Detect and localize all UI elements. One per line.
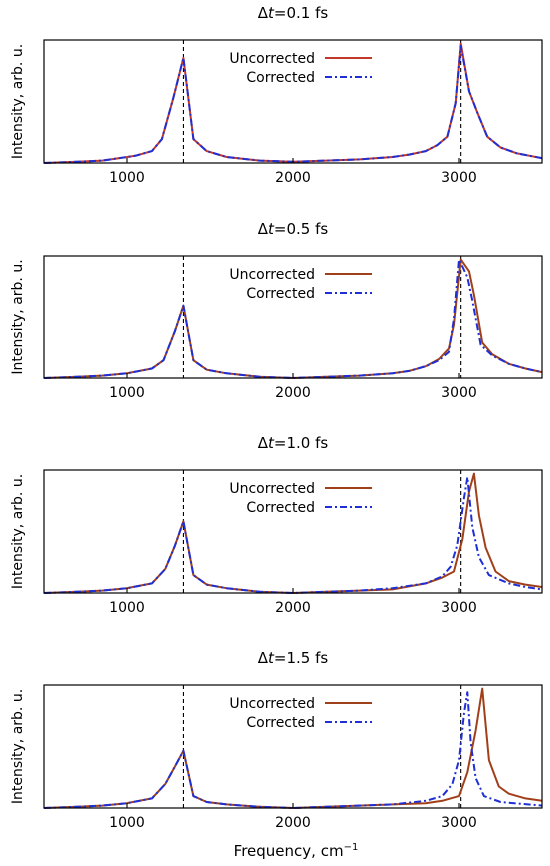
x-axis-label-text: Frequency, cm — [234, 842, 344, 860]
panel-title-variable: t — [268, 434, 275, 452]
panel-title: Δt=1.5 fs — [258, 649, 329, 667]
x-tick-label: 3000 — [441, 815, 477, 831]
legend-label: Corrected — [246, 70, 315, 86]
series-corrected-line — [43, 258, 543, 379]
panel-title-delta: Δ — [258, 649, 269, 667]
panel-title-variable: t — [268, 4, 275, 22]
legend: Uncorrected Corrected — [229, 51, 372, 86]
legend-label: Uncorrected — [229, 696, 315, 712]
panel-title-delta: Δ — [258, 220, 269, 238]
panel-title: Δt=0.5 fs — [258, 220, 329, 238]
series-corrected-line — [43, 476, 543, 594]
panel-title-value: =1.0 fs — [274, 434, 328, 452]
x-tick-label: 1000 — [109, 170, 145, 186]
legend-label: Corrected — [246, 715, 315, 731]
x-axis-label: Frequency, cm−1 — [234, 842, 359, 860]
x-axis-label-superscript: −1 — [344, 842, 359, 853]
panel-title-delta: Δ — [258, 4, 269, 22]
panel-title-variable: t — [268, 649, 275, 667]
panel-2: Δt=0.5 fs Intensity, arb. u. 1000 2000 3000 U… — [10, 220, 543, 401]
x-tick-label: 1000 — [109, 600, 145, 616]
y-axis-label: Intensity, arb. u. — [10, 689, 26, 804]
panel-title-value: =1.5 fs — [274, 649, 328, 667]
legend-label: Uncorrected — [229, 267, 315, 283]
y-axis-label: Intensity, arb. u. — [10, 259, 26, 374]
panel-title: Δt=1.0 fs — [258, 434, 329, 452]
y-axis-label: Intensity, arb. u. — [10, 474, 26, 589]
x-tick-label: 2000 — [275, 600, 311, 616]
series-corrected-line — [43, 691, 543, 809]
panel-1: Δt=0.1 fs Intensity, arb. u. 1000 2000 3000 U… — [10, 4, 543, 186]
legend: Uncorrected Corrected — [229, 696, 372, 731]
panel-title-value: =0.1 fs — [274, 4, 328, 22]
x-tick-label: 1000 — [109, 385, 145, 401]
y-axis-label: Intensity, arb. u. — [10, 44, 26, 159]
panel-title-variable: t — [268, 220, 275, 238]
panel-title: Δt=0.1 fs — [258, 4, 329, 22]
x-tick-label: 2000 — [275, 170, 311, 186]
x-tick-label: 3000 — [441, 600, 477, 616]
panel-3: Δt=1.0 fs Intensity, arb. u. 1000 2000 3000 U… — [10, 434, 543, 616]
legend-label: Uncorrected — [229, 481, 315, 497]
legend: Uncorrected Corrected — [229, 481, 372, 516]
panel-title-delta: Δ — [258, 434, 269, 452]
legend-label: Corrected — [246, 500, 315, 516]
series-corrected-line — [43, 45, 543, 164]
legend-label: Uncorrected — [229, 51, 315, 67]
panel-title-value: =0.5 fs — [274, 220, 328, 238]
x-tick-label: 2000 — [275, 385, 311, 401]
legend: Uncorrected Corrected — [229, 267, 372, 302]
x-tick-label: 3000 — [441, 170, 477, 186]
x-tick-label: 1000 — [109, 815, 145, 831]
x-tick-label: 3000 — [441, 385, 477, 401]
legend-label: Corrected — [246, 286, 315, 302]
panel-4: Δt=1.5 fs Intensity, arb. u. 1000 2000 3000 U… — [10, 649, 543, 831]
x-tick-label: 2000 — [275, 815, 311, 831]
